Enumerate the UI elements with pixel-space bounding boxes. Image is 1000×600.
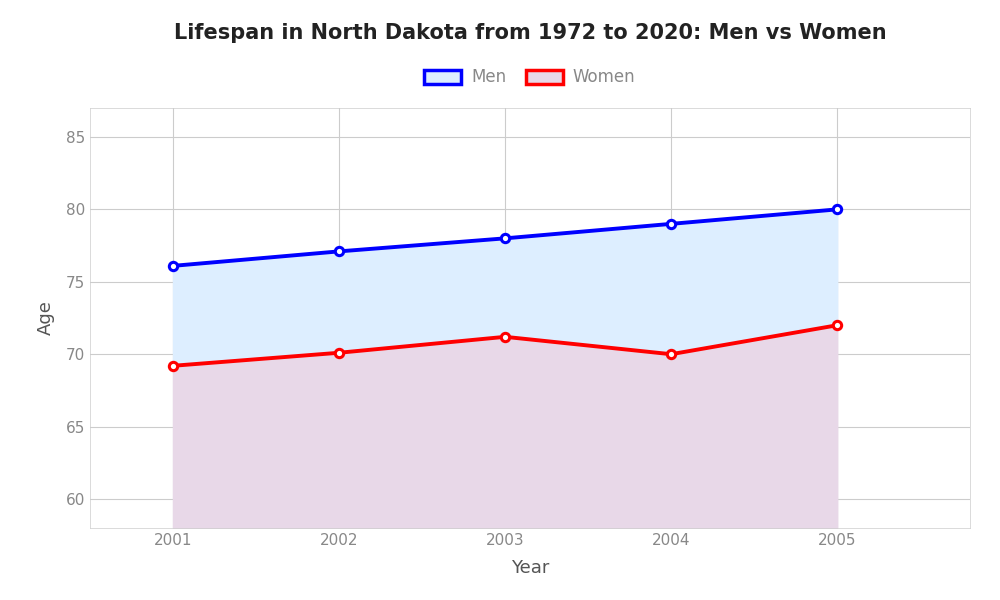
Legend: Men, Women: Men, Women bbox=[418, 62, 642, 93]
Title: Lifespan in North Dakota from 1972 to 2020: Men vs Women: Lifespan in North Dakota from 1972 to 20… bbox=[174, 23, 886, 43]
X-axis label: Year: Year bbox=[511, 559, 549, 577]
Y-axis label: Age: Age bbox=[37, 301, 55, 335]
